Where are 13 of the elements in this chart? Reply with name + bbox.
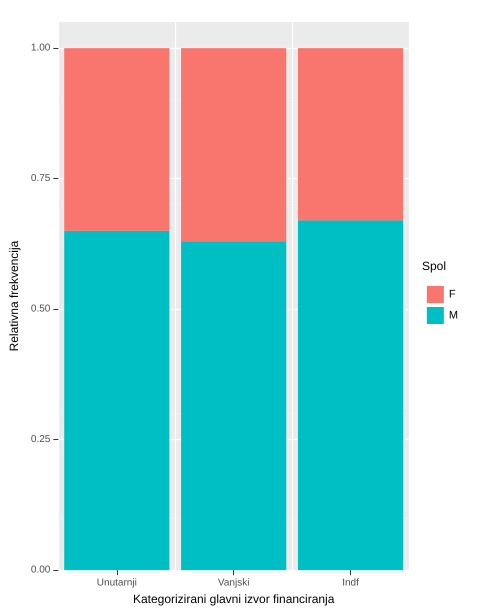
x-tick-label: Unutarnji xyxy=(96,578,137,589)
y-tick-label: 0.25 xyxy=(30,434,51,446)
legend-label: F xyxy=(448,288,456,300)
y-tick-label: 1.00 xyxy=(30,42,51,54)
x-axis-title: Kategorizirani glavni izvor financiranja xyxy=(132,592,335,606)
y-tick-label: 0.50 xyxy=(30,304,51,315)
y-axis-title: Relativna frekvencija xyxy=(7,240,21,352)
x-tick-label: Indf xyxy=(342,578,360,589)
y-tick-label: 0.00 xyxy=(30,564,51,576)
legend-title: Spol xyxy=(422,259,446,273)
legend-label: M xyxy=(448,310,458,322)
x-tick-label: Vanjski xyxy=(218,578,250,589)
y-tick-label: 0.75 xyxy=(30,173,51,184)
